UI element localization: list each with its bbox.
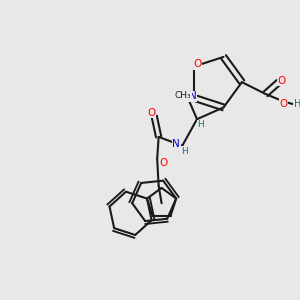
Text: O: O: [160, 158, 168, 168]
Text: H: H: [197, 120, 204, 129]
Text: N: N: [172, 139, 180, 149]
Text: H: H: [294, 99, 300, 109]
Text: N: N: [188, 91, 196, 101]
Text: O: O: [147, 108, 155, 118]
Text: O: O: [280, 99, 288, 109]
Text: O: O: [278, 76, 286, 86]
Text: CH₃: CH₃: [175, 91, 191, 100]
Text: O: O: [193, 59, 202, 69]
Text: H: H: [181, 147, 188, 156]
